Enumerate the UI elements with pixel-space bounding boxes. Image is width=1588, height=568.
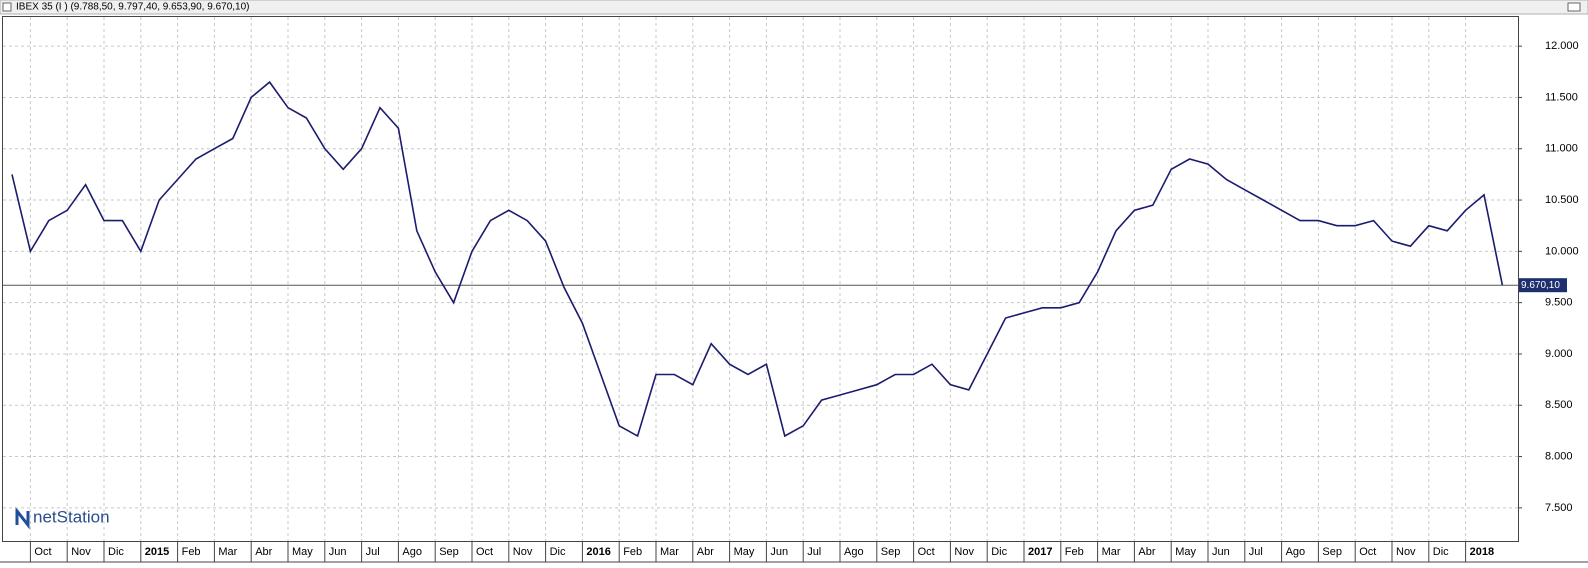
x-tick-label: Sep	[439, 546, 459, 558]
y-tick-label: 7.500	[1545, 502, 1573, 514]
price-line	[11, 80, 1504, 438]
x-tick-label: Sep	[1322, 546, 1342, 558]
x-tick-label: Oct	[918, 546, 935, 558]
x-tick-label: 2017	[1028, 546, 1052, 558]
logo: netStation	[15, 506, 110, 530]
x-tick-label: Mar	[660, 546, 679, 558]
y-tick-label: 12.000	[1545, 40, 1579, 52]
x-tick-label: Jul	[807, 546, 821, 558]
chart-title: IBEX 35 (I ) (9.788,50, 9.797,40, 9.653,…	[16, 2, 250, 13]
x-tick-label: May	[292, 546, 313, 558]
x-tick-label: Dic	[991, 546, 1007, 558]
x-tick-label: Ago	[402, 546, 422, 558]
last-value-label: 9.670,10	[1521, 280, 1560, 291]
y-tick-label: 9.500	[1545, 297, 1573, 309]
x-tick-label: Jun	[770, 546, 788, 558]
x-tick-label: Mar	[218, 546, 237, 558]
x-tick-label: Nov	[71, 546, 91, 558]
x-tick-label: May	[1175, 546, 1196, 558]
x-tick-label: Jul	[366, 546, 380, 558]
x-tick-label: Jun	[1212, 546, 1230, 558]
x-tick-label: Abr	[1138, 546, 1155, 558]
x-tick-label: Ago	[844, 546, 864, 558]
x-tick-label: Oct	[476, 546, 493, 558]
x-tick-label: 2018	[1470, 546, 1494, 558]
window-button[interactable]	[1567, 2, 1581, 12]
y-tick-label: 10.500	[1545, 194, 1579, 206]
x-tick-label: Nov	[1396, 546, 1416, 558]
x-tick-label: Nov	[954, 546, 974, 558]
x-tick-label: Abr	[697, 546, 714, 558]
y-tick-label: 10.000	[1545, 245, 1579, 257]
x-tick-label: 2016	[586, 546, 610, 558]
y-tick-label: 11.000	[1545, 143, 1578, 155]
logo-icon	[15, 506, 30, 530]
x-tick-label: Feb	[623, 546, 642, 558]
x-tick-label: Dic	[1433, 546, 1449, 558]
y-tick-label: 8.000	[1545, 450, 1573, 462]
title-bar	[0, 0, 1588, 15]
x-tick-label: Jul	[1249, 546, 1263, 558]
logo-text: netStation	[33, 507, 110, 526]
x-tick-label: Nov	[513, 546, 533, 558]
y-tick-label: 11.500	[1545, 91, 1578, 103]
x-tick-label: 2015	[145, 546, 169, 558]
last-value-box	[1519, 278, 1567, 293]
window-icon	[2, 2, 12, 12]
x-tick-label: Abr	[255, 546, 272, 558]
x-tick-label: Feb	[182, 546, 201, 558]
x-tick-label: Oct	[34, 546, 51, 558]
x-tick-label: May	[734, 546, 755, 558]
x-tick-label: Oct	[1359, 546, 1376, 558]
x-tick-label: Jun	[329, 546, 347, 558]
x-tick-label: Feb	[1065, 546, 1084, 558]
x-tick-label: Mar	[1102, 546, 1121, 558]
x-tick-label: Sep	[881, 546, 901, 558]
y-tick-label: 8.500	[1545, 399, 1573, 411]
y-tick-label: 9.000	[1545, 348, 1573, 360]
x-tick-label: Ago	[1286, 546, 1306, 558]
x-tick-label: Dic	[108, 546, 124, 558]
plot-area	[2, 16, 1519, 542]
x-tick-label: Dic	[550, 546, 566, 558]
